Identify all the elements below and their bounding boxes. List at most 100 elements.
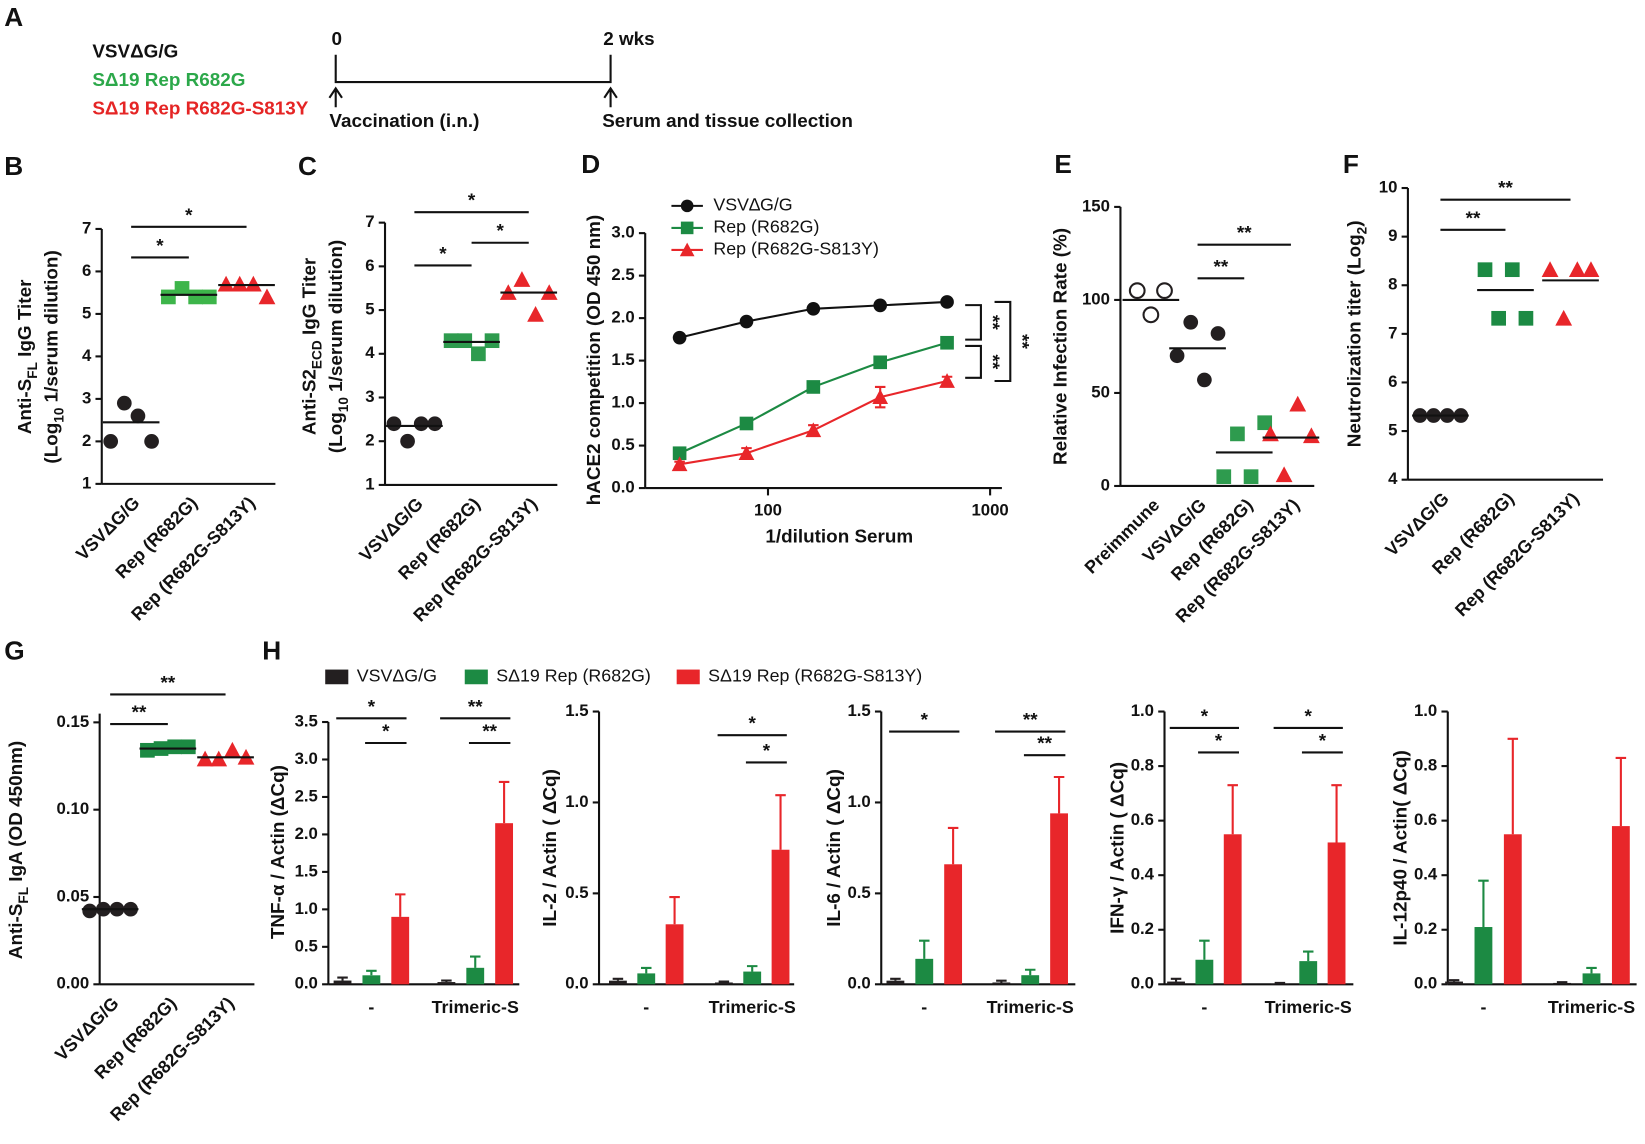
y-tick-label: 5 [1388, 421, 1397, 440]
x-tick-label: 100 [754, 501, 782, 520]
marker [527, 306, 544, 322]
significance-label: * [763, 741, 771, 762]
x-tick-label: Trimeric-S [709, 997, 796, 1017]
y-tick-label: 7 [365, 212, 374, 231]
bar [362, 975, 381, 985]
error-bar [1478, 879, 1489, 928]
significance-label: ** [468, 697, 483, 718]
y-tick-label: 6 [1388, 372, 1397, 391]
marker [180, 739, 196, 755]
panel-label: C [298, 151, 317, 181]
marker [457, 333, 473, 349]
label-part: IgG Titer [300, 257, 321, 340]
marker [103, 434, 119, 449]
y-tick-label: 6 [82, 261, 91, 280]
marker [738, 445, 755, 461]
y-axis-label: TNF-α / Actin (ΔCq) [268, 765, 289, 939]
legend-swatch [464, 669, 488, 685]
error-bar [1331, 784, 1342, 843]
significance-label: * [1305, 706, 1313, 727]
bar [637, 973, 656, 985]
y-tick-label: 9 [1388, 226, 1397, 245]
marker [140, 742, 155, 758]
bar [771, 849, 790, 985]
marker [201, 289, 217, 305]
bar [1474, 927, 1493, 985]
y-axis-label: IL-12p40 / Actin( ΔCq) [1391, 750, 1412, 945]
legend-label: Rep (R682G) [713, 217, 819, 237]
x-tick-label: - [921, 997, 927, 1017]
y-tick-label: 4 [365, 343, 375, 362]
bar [466, 967, 485, 985]
bar [944, 864, 963, 985]
marker [144, 434, 159, 449]
y-axis-label: IFN-γ / Actin ( ΔCq) [1107, 762, 1128, 934]
y-tick-label: 0.05 [57, 886, 90, 905]
y-tick-label: 50 [1091, 382, 1110, 401]
y-tick-label: 3 [82, 388, 91, 407]
marker [1169, 348, 1185, 364]
group-legend: SΔ19 Rep R682G [92, 70, 245, 91]
y-tick-label: 0.5 [847, 883, 870, 902]
y-tick-label: 1 [365, 474, 374, 493]
marker [116, 395, 132, 411]
marker [413, 416, 429, 432]
legend-label: SΔ19 Rep (R682G) [496, 666, 651, 686]
marker [1582, 261, 1600, 278]
y-tick-label: 0.5 [611, 435, 634, 454]
marker [672, 446, 687, 461]
marker [386, 416, 402, 432]
marker [1197, 372, 1212, 388]
time-label: 2 wks [603, 29, 654, 50]
panel-label: G [4, 636, 24, 666]
y-tick-label: 0.00 [57, 974, 90, 993]
bar [886, 980, 905, 985]
error-bar [1615, 756, 1627, 827]
y-tick-label: 1.5 [847, 701, 870, 720]
y-tick-label: 5 [365, 300, 374, 319]
y-tick-label: 1.0 [1414, 701, 1437, 720]
y-tick-label: 2.5 [611, 265, 634, 284]
label-part: ECD [310, 340, 325, 369]
bar [609, 980, 627, 985]
y-tick-label: 0.0 [1131, 974, 1154, 993]
marker [231, 275, 249, 292]
bar [391, 916, 410, 985]
timeline-arrows [328, 86, 618, 108]
significance-label: ** [1037, 734, 1052, 755]
x-tick-label: Trimeric-S [987, 997, 1074, 1017]
y-tick-label: 4 [82, 346, 92, 365]
y-tick-label: 5 [82, 303, 91, 322]
y-tick-label: 0 [1101, 475, 1110, 494]
marker [244, 275, 262, 292]
error-bar [498, 780, 510, 824]
marker [1289, 395, 1307, 412]
x-tick-label: 1000 [971, 501, 1008, 520]
y-tick-label: 4 [1388, 469, 1398, 488]
marker [174, 281, 190, 296]
significance-label: * [1319, 731, 1327, 752]
error-bar [394, 893, 406, 917]
error-bar [775, 794, 786, 850]
y-tick-label: 0.4 [1414, 865, 1438, 884]
marker [484, 333, 500, 349]
marker [1183, 314, 1199, 330]
error-bar [337, 976, 348, 981]
y-axis-label: (Log10 1/serum dilution) [326, 240, 351, 453]
marker [940, 295, 954, 309]
error-bar [1586, 966, 1597, 974]
marker [1156, 282, 1173, 300]
y-tick-label: 6 [365, 256, 374, 275]
label-part: Anti-S [15, 379, 36, 435]
significance-label: * [921, 710, 929, 731]
bar [1223, 834, 1242, 985]
significance-bracket [994, 300, 1012, 383]
y-tick-label: 1.0 [295, 899, 318, 918]
y-tick-label: 0.6 [1131, 810, 1154, 829]
y-tick-label: 0.15 [57, 712, 90, 731]
marker [806, 301, 821, 316]
y-tick-label: 0.8 [1131, 756, 1154, 775]
marker [1142, 306, 1160, 324]
marker [873, 298, 888, 313]
y-tick-label: 0.2 [1414, 919, 1437, 938]
